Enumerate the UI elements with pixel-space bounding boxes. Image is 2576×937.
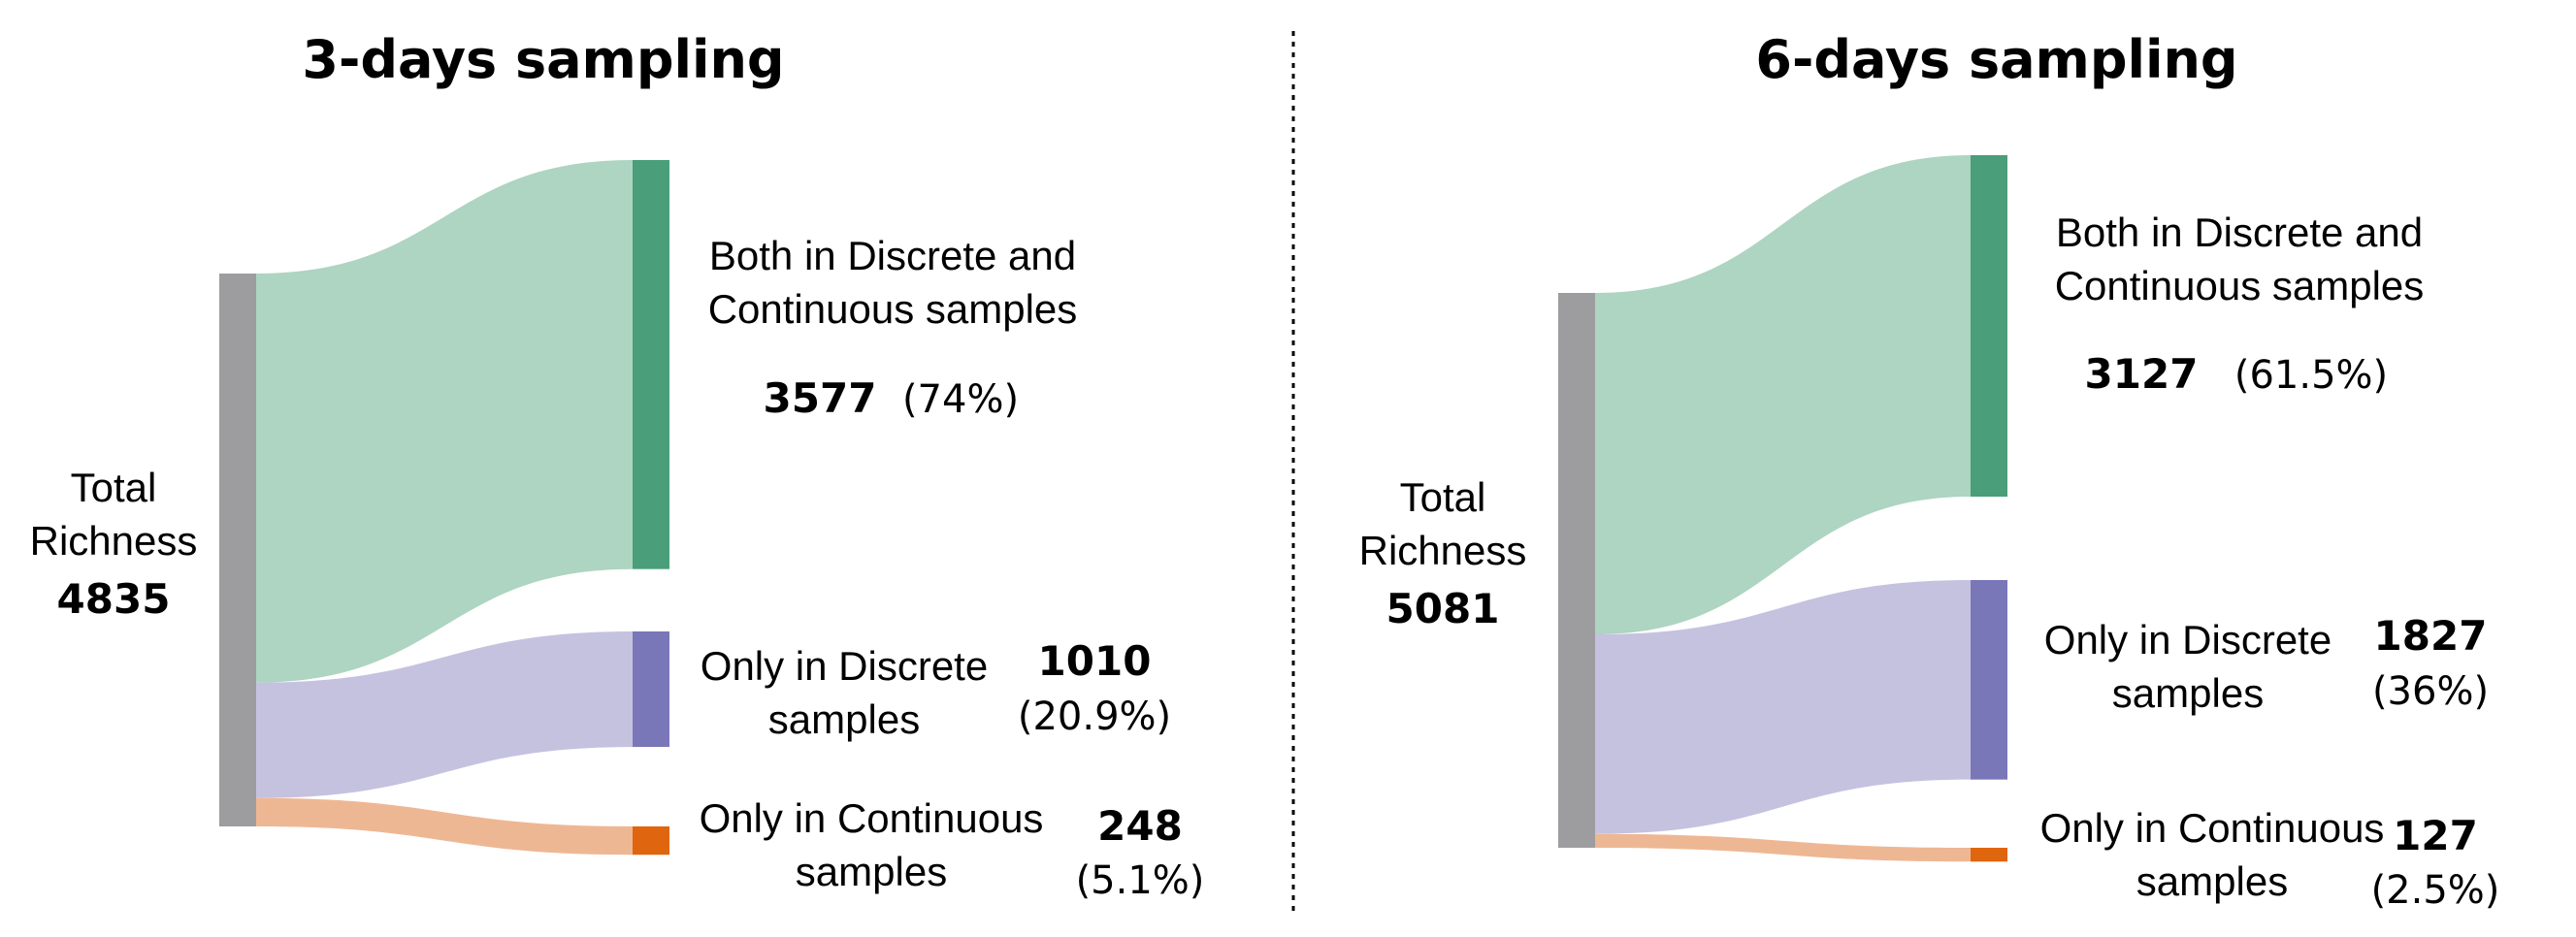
flow-pct-both: (61.5%) <box>2234 353 2388 398</box>
panel-3-days: 3-days sampling Total Richness 4835 Both… <box>30 29 1205 903</box>
source-label-line1: Total <box>71 465 157 510</box>
target-bar-continuous <box>1971 848 2007 862</box>
flow-label-discrete-line2: samples <box>2112 670 2264 716</box>
target-bar-discrete <box>633 631 669 748</box>
source-bar <box>219 274 256 826</box>
flows-layer <box>256 160 633 856</box>
panel-title: 3-days sampling <box>302 29 784 90</box>
flow-label-discrete-line1: Only in Discrete <box>701 643 988 689</box>
flow-pct-continuous: (2.5%) <box>2371 868 2500 913</box>
flow-label-continuous-line2: samples <box>2136 858 2288 904</box>
flow-pct-continuous: (5.1%) <box>1076 858 1205 903</box>
flow-label-discrete-line2: samples <box>768 696 920 742</box>
flow-band-both <box>256 160 633 683</box>
flow-label-both-line2: Continuous samples <box>2055 263 2425 308</box>
flow-value-both: 3127 <box>2085 350 2199 398</box>
flow-label-both-line1: Both in Discrete and <box>2056 210 2423 255</box>
panel-title: 6-days sampling <box>1755 29 2237 90</box>
flow-value-both: 3577 <box>764 374 877 422</box>
flow-label-continuous-line1: Only in Continuous <box>700 795 1044 841</box>
source-bar <box>1558 293 1595 848</box>
target-bar-both <box>1971 155 2007 498</box>
source-label-line1: Total <box>1400 474 1486 520</box>
flow-band-continuous <box>256 797 633 856</box>
source-value: 5081 <box>1386 585 1500 632</box>
flow-label-both-line2: Continuous samples <box>708 286 1078 332</box>
flow-value-discrete: 1010 <box>1038 637 1152 685</box>
flow-label-continuous-line2: samples <box>796 849 947 894</box>
source-label-line2: Richness <box>1359 528 1527 573</box>
flow-value-discrete: 1827 <box>2374 612 2488 660</box>
flow-value-continuous: 248 <box>1097 802 1183 850</box>
target-bars <box>633 160 669 856</box>
target-bars <box>1971 155 2007 862</box>
flow-label-both-line1: Both in Discrete and <box>709 233 1076 278</box>
flow-band-discrete <box>256 631 633 798</box>
source-label-line2: Richness <box>30 518 198 564</box>
panel-6-days: 6-days sampling Total Richness 5081 Both… <box>1359 29 2500 913</box>
flow-pct-discrete: (20.9%) <box>1018 695 1171 739</box>
target-bar-discrete <box>1971 580 2007 780</box>
flow-band-discrete <box>1595 580 1971 834</box>
target-bar-both <box>633 160 669 569</box>
target-bar-continuous <box>633 826 669 856</box>
flows-layer <box>1595 155 1971 862</box>
flow-band-both <box>1595 155 1971 635</box>
flow-label-discrete-line1: Only in Discrete <box>2044 617 2331 662</box>
flow-pct-both: (74%) <box>902 377 1019 422</box>
source-value: 4835 <box>57 575 171 623</box>
flow-band-continuous <box>1595 833 1971 862</box>
flow-label-continuous-line1: Only in Continuous <box>2040 805 2385 851</box>
flow-value-continuous: 127 <box>2393 812 2478 859</box>
flow-pct-discrete: (36%) <box>2372 669 2489 714</box>
